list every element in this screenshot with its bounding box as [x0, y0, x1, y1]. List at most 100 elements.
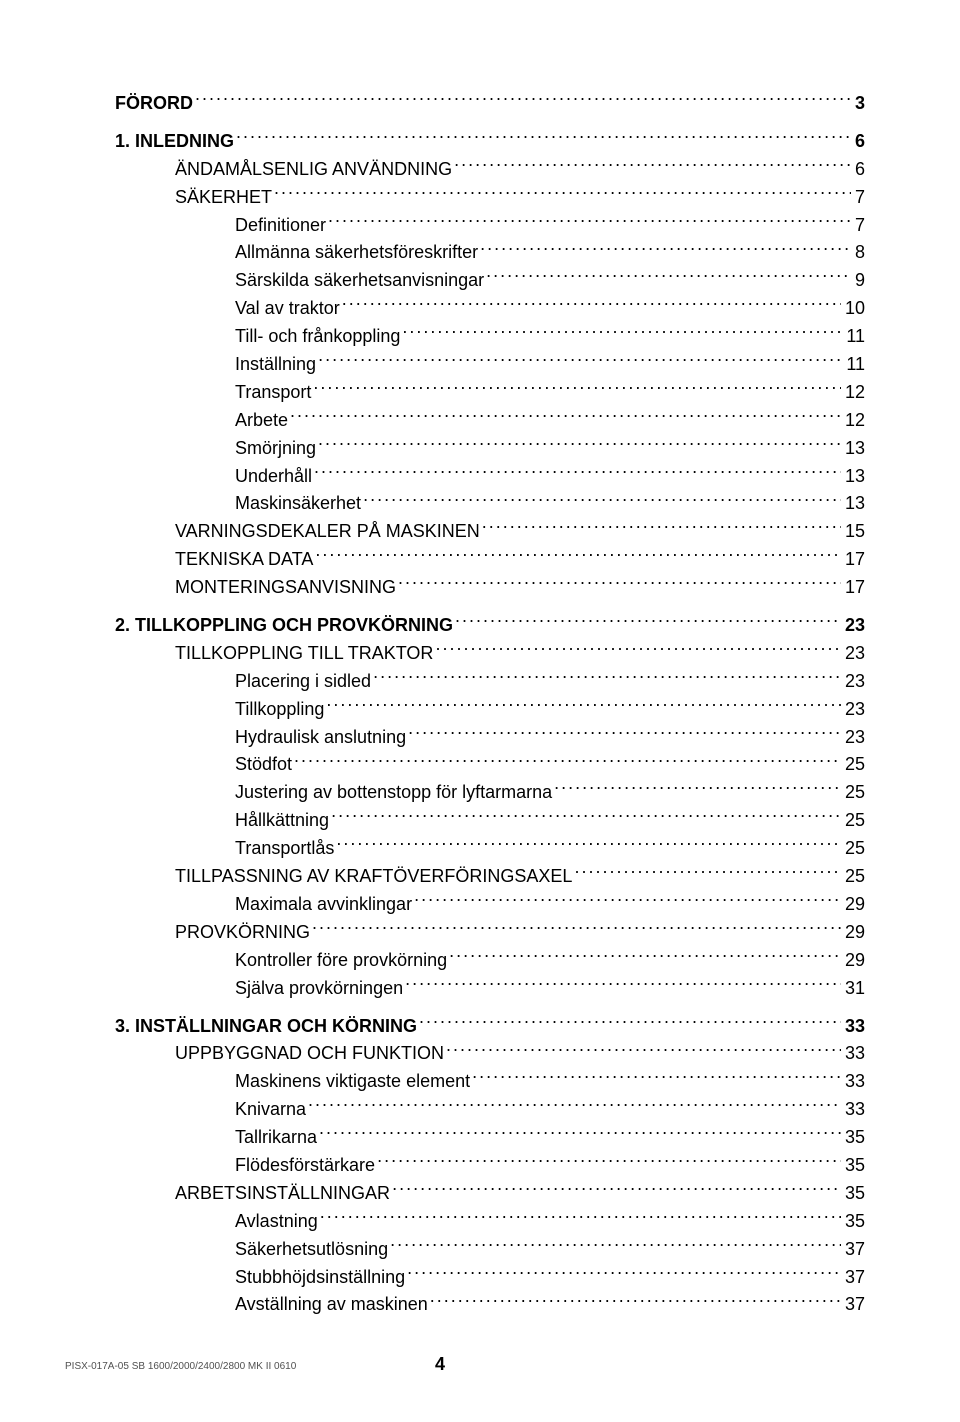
toc-leader [433, 641, 841, 659]
toc-leader [400, 324, 842, 342]
toc-entry: 1. INLEDNING6 [115, 128, 865, 156]
toc-page: 9 [851, 267, 865, 295]
toc-page: 6 [851, 128, 865, 156]
toc-leader [288, 408, 841, 426]
toc-entry: TILLKOPPLING TILL TRAKTOR 23 [175, 640, 865, 668]
toc-leader [310, 920, 841, 938]
toc-entry: ÄNDAMÅLSENLIG ANVÄNDNING6 [175, 156, 865, 184]
toc-label: TEKNISKA DATA [175, 546, 313, 574]
toc-leader [318, 1209, 841, 1227]
toc-entry: Avställning av maskinen37 [235, 1291, 865, 1319]
toc-entry: Flödesförstärkare35 [235, 1152, 865, 1180]
toc-entry: Arbete 12 [235, 407, 865, 435]
toc-entry: SÄKERHET7 [175, 184, 865, 212]
toc-label: MONTERINGSANVISNING [175, 574, 396, 602]
toc-entry: Smörjning 13 [235, 435, 865, 463]
toc-entry: Stubbhöjdsinställning37 [235, 1264, 865, 1292]
toc-entry: Definitioner7 [235, 212, 865, 240]
toc-page: 12 [841, 379, 865, 407]
toc-entry: Justering av bottenstopp för lyftarmarna… [235, 779, 865, 807]
toc-page: 23 [841, 696, 865, 724]
toc-leader [396, 575, 841, 593]
toc-page: 35 [841, 1124, 865, 1152]
toc-leader [405, 1265, 841, 1283]
toc-label: Maximala avvinklingar [235, 891, 412, 919]
toc-label: SÄKERHET [175, 184, 272, 212]
toc-entry: Stödfot 25 [235, 751, 865, 779]
toc-entry: Allmänna säkerhetsföreskrifter8 [235, 239, 865, 267]
toc-leader [453, 613, 841, 631]
toc-label: Underhåll [235, 463, 312, 491]
toc-label: Transportlås [235, 835, 334, 863]
page-number: 4 [435, 1354, 445, 1375]
toc-page: 17 [841, 574, 865, 602]
toc-page: 13 [841, 435, 865, 463]
toc-page: 12 [841, 407, 865, 435]
toc-leader [428, 1292, 841, 1310]
toc-entry: TEKNISKA DATA17 [175, 546, 865, 574]
toc-leader [412, 892, 841, 910]
toc-page: 13 [841, 463, 865, 491]
toc-leader [375, 1153, 841, 1171]
toc-label: Stödfot [235, 751, 292, 779]
toc-label: Säkerhetsutlösning [235, 1236, 388, 1264]
toc-entry: Hydraulisk anslutning23 [235, 724, 865, 752]
toc-label: Arbete [235, 407, 288, 435]
toc-leader [292, 752, 841, 770]
toc-label: Allmänna säkerhetsföreskrifter [235, 239, 478, 267]
toc-leader [329, 808, 841, 826]
toc-entry: Maskinens viktigaste element33 [235, 1068, 865, 1096]
toc-label: TILLKOPPLING TILL TRAKTOR [175, 640, 433, 668]
toc-label: TILLPASSNING AV KRAFTÖVERFÖRINGSAXEL [175, 863, 572, 891]
toc-page: 33 [841, 1096, 865, 1124]
toc-page: 37 [841, 1236, 865, 1264]
toc-entry: Hållkättning 25 [235, 807, 865, 835]
toc-label: Själva provkörningen [235, 975, 403, 1003]
toc-entry: 2. TILLKOPPLING OCH PROVKÖRNING 23 [115, 612, 865, 640]
toc-leader [324, 697, 841, 715]
toc-label: Tillkoppling [235, 696, 324, 724]
toc-label: Kontroller före provkörning [235, 947, 447, 975]
toc-entry: Maskinsäkerhet13 [235, 490, 865, 518]
toc-page: 29 [841, 919, 865, 947]
toc-entry: Kontroller före provkörning29 [235, 947, 865, 975]
toc-leader [326, 213, 851, 231]
toc-leader [311, 380, 841, 398]
toc-entry: Transport12 [235, 379, 865, 407]
toc-entry: FÖRORD3 [115, 90, 865, 118]
toc-leader [312, 464, 841, 482]
toc-leader [480, 519, 841, 537]
toc-leader [552, 780, 841, 798]
toc-label: Maskinens viktigaste element [235, 1068, 470, 1096]
toc-label: Maskinsäkerhet [235, 490, 361, 518]
toc-label: Placering i sidled [235, 668, 371, 696]
toc-label: 3. INSTÄLLNINGAR OCH KÖRNING [115, 1013, 417, 1041]
toc-entry: Placering i sidled23 [235, 668, 865, 696]
toc-leader [470, 1069, 841, 1087]
toc-entry: PROVKÖRNING29 [175, 919, 865, 947]
toc-label: Tallrikarna [235, 1124, 317, 1152]
doc-code: PISX-017A-05 SB 1600/2000/2400/2800 MK I… [65, 1361, 296, 1372]
toc-label: 2. TILLKOPPLING OCH PROVKÖRNING [115, 612, 453, 640]
toc-page: 7 [851, 212, 865, 240]
toc-label: ARBETSINSTÄLLNINGAR [175, 1180, 390, 1208]
toc-entry: TILLPASSNING AV KRAFTÖVERFÖRINGSAXEL25 [175, 863, 865, 891]
toc-leader [484, 268, 851, 286]
toc-page: 25 [841, 807, 865, 835]
toc-leader [234, 129, 851, 147]
toc-entry: Tallrikarna 35 [235, 1124, 865, 1152]
toc-page: 25 [841, 751, 865, 779]
page: FÖRORD3 1. INLEDNING6ÄNDAMÅLSENLIG ANVÄND… [0, 0, 960, 1422]
toc-page: 31 [841, 975, 865, 1003]
toc-page: 11 [842, 323, 865, 351]
page-footer: PISX-017A-05 SB 1600/2000/2400/2800 MK I… [65, 1361, 296, 1372]
toc-page: 33 [841, 1040, 865, 1068]
toc-leader [334, 836, 841, 854]
toc-label: Hållkättning [235, 807, 329, 835]
toc-page: 23 [841, 640, 865, 668]
toc-page: 23 [841, 612, 865, 640]
toc-page: 10 [841, 295, 865, 323]
toc-entry: UPPBYGGNAD OCH FUNKTION33 [175, 1040, 865, 1068]
toc-leader [317, 1125, 841, 1143]
toc-label: Smörjning [235, 435, 316, 463]
